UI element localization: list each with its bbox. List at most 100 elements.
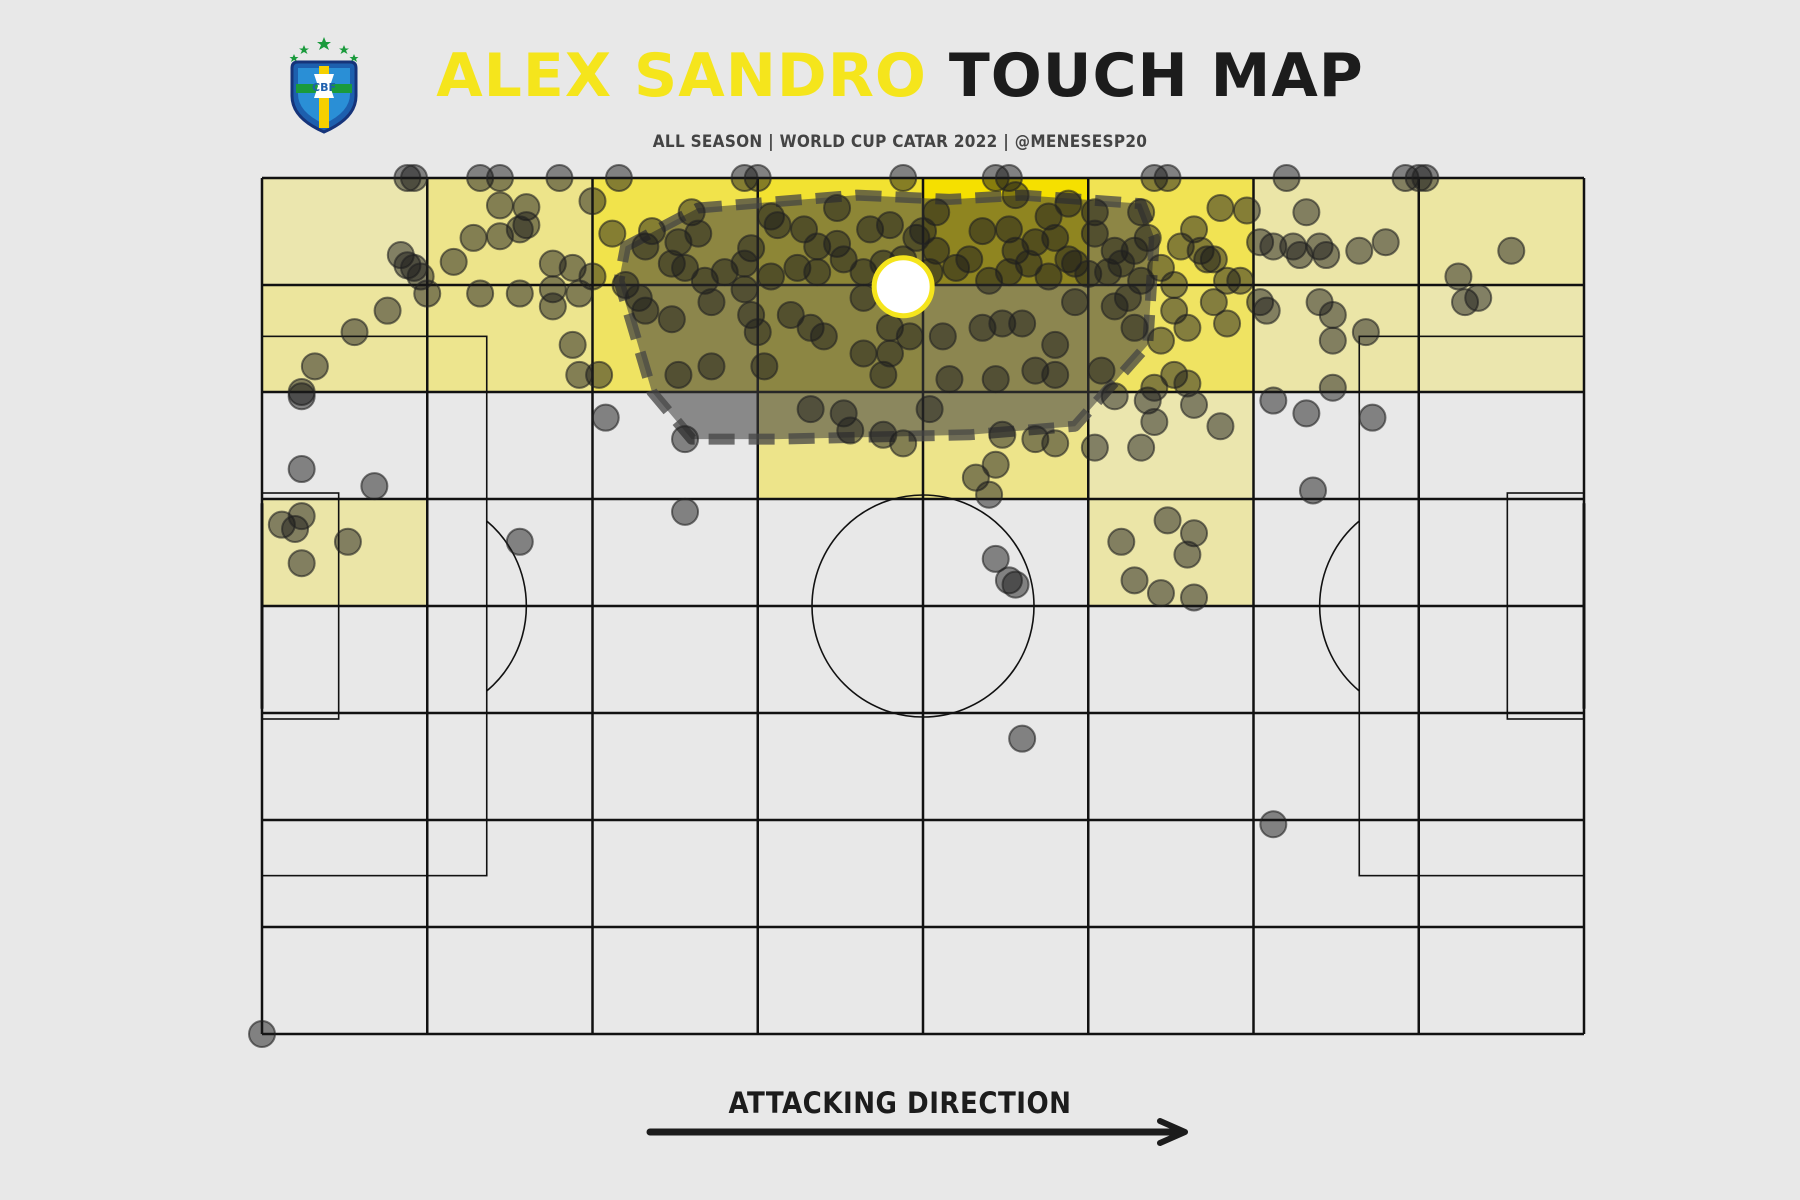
touch-marker — [671, 425, 700, 454]
touch-marker — [1001, 181, 1030, 210]
touch-marker — [968, 217, 997, 246]
touch-marker — [1318, 326, 1347, 355]
touch-marker — [1041, 429, 1070, 458]
touch-marker — [1292, 198, 1321, 227]
touch-marker — [1345, 236, 1374, 265]
touch-marker — [459, 223, 488, 252]
touch-marker — [1061, 288, 1090, 317]
touch-marker — [400, 164, 429, 192]
touch-marker — [1312, 241, 1341, 270]
touch-marker — [631, 296, 660, 325]
touch-marker — [730, 249, 759, 278]
crest-text: CBF — [312, 81, 336, 94]
touch-marker — [1252, 296, 1281, 325]
touch-marker — [505, 279, 534, 308]
touch-marker — [928, 322, 957, 351]
touch-marker — [360, 472, 389, 501]
touch-marker — [1140, 407, 1169, 436]
touch-marker — [1160, 271, 1189, 299]
touch-marker — [505, 527, 534, 556]
touch-marker — [1292, 399, 1321, 428]
touch-marker — [439, 247, 468, 276]
touch-marker — [287, 549, 316, 578]
touch-marker — [803, 258, 832, 287]
touch-marker — [413, 279, 442, 308]
touch-marker — [565, 279, 594, 308]
touch-marker — [1113, 283, 1142, 312]
touch-marker — [598, 219, 627, 248]
touch-marker — [505, 215, 534, 244]
touch-marker — [1087, 356, 1116, 385]
touch-marker — [1054, 189, 1083, 218]
touch-marker — [1193, 245, 1222, 274]
touch-marker — [1206, 412, 1235, 441]
touch-marker — [981, 365, 1010, 394]
title-player-name: ALEX SANDRO — [436, 41, 927, 111]
touch-marker — [1318, 373, 1347, 402]
touch-marker — [1153, 506, 1182, 535]
touch-marker — [875, 339, 904, 368]
touch-marker — [1180, 390, 1209, 419]
touch-marker — [1298, 476, 1327, 505]
average-position-marker — [871, 255, 935, 319]
touch-marker — [829, 245, 858, 274]
touch-marker — [1444, 262, 1473, 291]
touch-marker — [373, 296, 402, 325]
touch-marker — [915, 395, 944, 424]
touch-marker — [333, 527, 362, 556]
touch-marker — [1014, 249, 1043, 278]
touch-marker — [1034, 262, 1063, 291]
touch-marker — [578, 187, 607, 216]
touch-marker — [836, 416, 865, 445]
touch-marker — [671, 497, 700, 526]
touch-marker — [1107, 527, 1136, 556]
heatmap-bin — [1418, 285, 1584, 392]
touch-marker — [1358, 403, 1387, 432]
touch-marker — [1001, 570, 1030, 599]
touch-marker — [1041, 330, 1070, 359]
chart-subtitle: ALL SEASON | WORLD CUP CATAR 2022 | @MEN… — [652, 132, 1148, 152]
touch-marker — [909, 217, 937, 246]
touch-marker — [1120, 313, 1149, 342]
average-position-layer — [871, 255, 935, 319]
touch-marker — [671, 253, 700, 282]
touch-marker — [1100, 382, 1129, 411]
touch-marker — [743, 318, 772, 347]
touch-marker — [287, 382, 316, 411]
touch-marker — [591, 403, 620, 432]
heatmap-bin — [1418, 178, 1584, 285]
touch-marker — [466, 279, 495, 308]
touch-marker — [743, 164, 772, 192]
touch-marker — [657, 305, 686, 334]
touch-marker — [1272, 164, 1301, 192]
touch-marker — [1173, 540, 1202, 569]
touch-marker — [1008, 724, 1037, 753]
touch-marker — [975, 480, 1004, 509]
touch-marker — [1285, 241, 1314, 270]
touch-marker — [1259, 810, 1288, 839]
touch-marker — [730, 275, 759, 304]
touch-marker — [796, 395, 825, 424]
touch-marker — [809, 322, 838, 351]
touch-marker — [545, 164, 574, 192]
touch-marker — [1180, 583, 1209, 612]
touch-marker — [1146, 579, 1175, 608]
touch-marker — [1107, 249, 1136, 278]
touch-marker — [558, 330, 587, 359]
touch-marker — [1464, 283, 1493, 312]
title-touch-map: TOUCH MAP — [948, 41, 1364, 111]
touch-marker — [1411, 164, 1440, 192]
touch-marker — [1041, 360, 1070, 389]
touch-marker — [485, 191, 514, 220]
touch-marker — [1232, 196, 1261, 225]
touch-marker — [988, 420, 1017, 449]
touch-marker — [1133, 223, 1162, 252]
touch-marker — [340, 318, 369, 347]
touch-marker — [287, 455, 316, 484]
touch-marker — [935, 365, 964, 394]
touch-marker — [922, 198, 951, 227]
touch-marker — [697, 352, 726, 381]
touch-marker — [875, 211, 904, 240]
pitch-grid — [260, 176, 1586, 1036]
